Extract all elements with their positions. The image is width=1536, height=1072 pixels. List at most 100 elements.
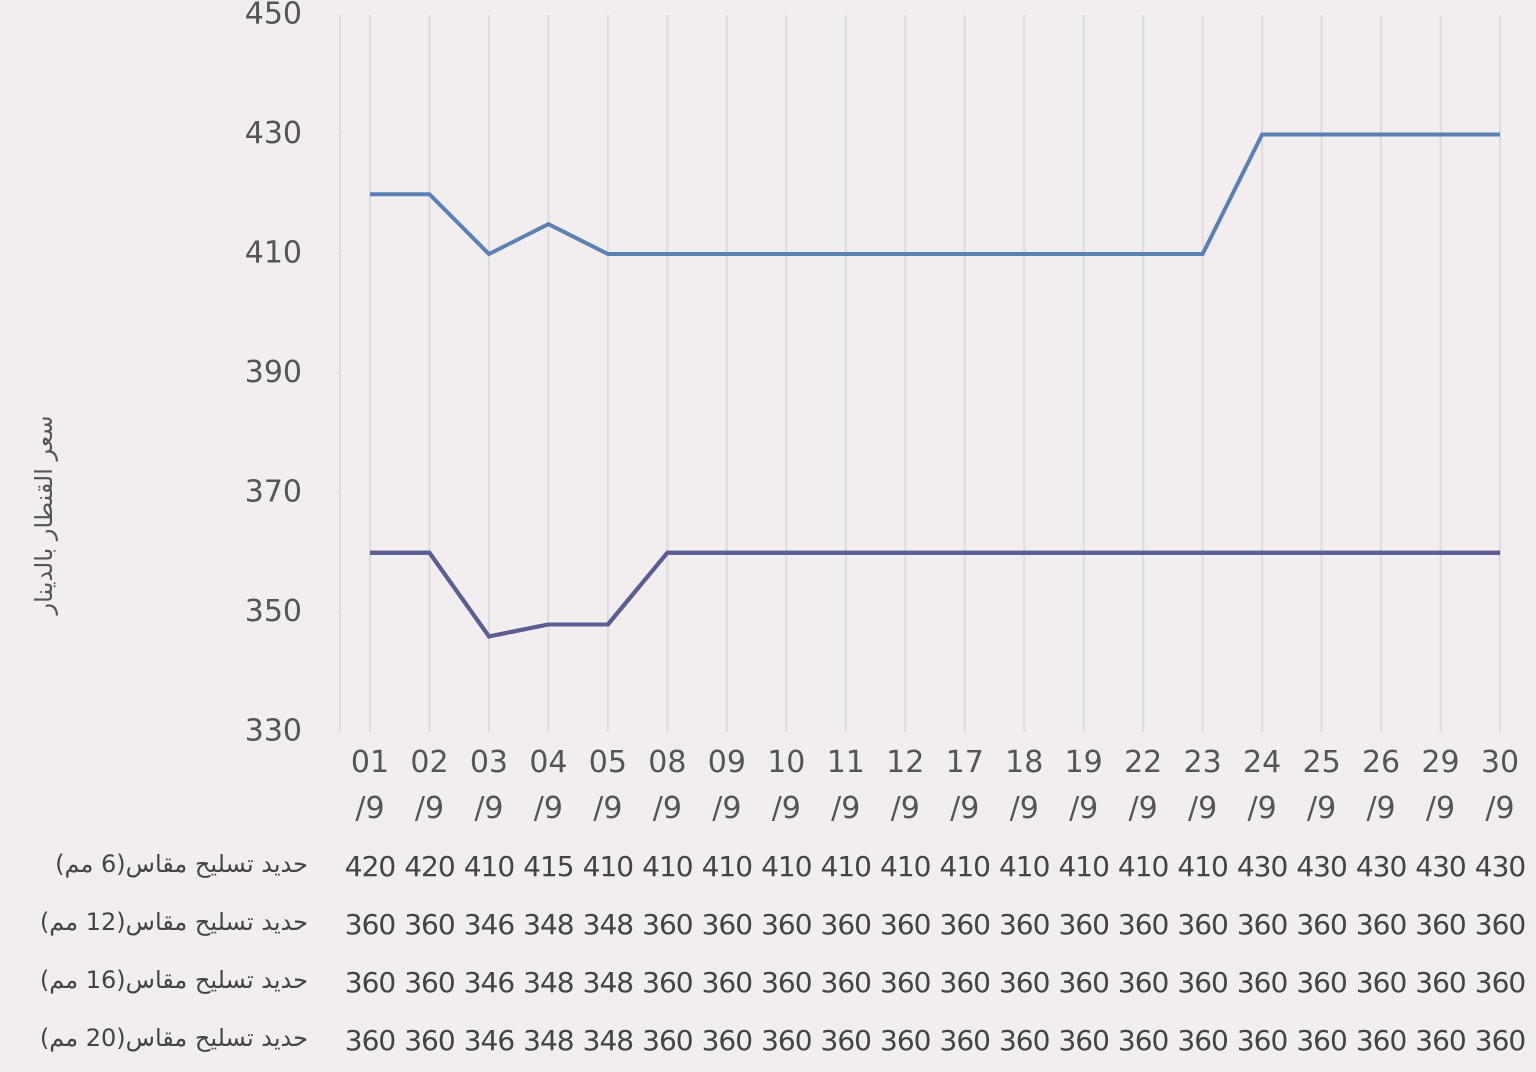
x-tick-label: 26 /9 [1361,745,1401,826]
table-value: 410 [1177,850,1228,883]
series-line [370,132,1500,257]
table-value: 430 [1296,850,1347,883]
table-value: 360 [1117,1024,1169,1057]
x-tick-label: 30 /9 [1480,745,1520,826]
table-value: 360 [761,1024,812,1057]
x-tick-label: 02 /9 [410,745,449,826]
table-value: 360 [1355,908,1407,941]
table-value: 360 [1058,966,1109,999]
table-value: 410 [1058,850,1109,883]
table-value: 360 [880,1024,931,1057]
x-tick-label: 18 /9 [1005,745,1044,826]
table-value: 360 [701,908,753,941]
table-value: 348 [582,908,634,941]
x-tick-label: 01 /9 [350,745,390,826]
table-value: 410 [939,850,991,883]
table-value: 410 [761,850,812,883]
series-line [370,550,1500,639]
x-tick-label: 11 /9 [826,745,865,826]
table-value: 360 [998,908,1050,941]
table-value: 346 [463,908,515,941]
table-value: 360 [344,966,396,999]
table-value: 360 [404,1024,455,1057]
table-value: 360 [701,966,753,999]
table-value: 360 [820,908,872,941]
x-tick-label: 10 /9 [767,745,806,826]
table-value: 348 [523,1024,574,1057]
table-value: 420 [344,850,396,883]
x-tick-label: 22 /9 [1124,745,1163,826]
table-value: 346 [463,1024,515,1057]
table-value: 360 [404,908,455,941]
table-value: 430 [1236,850,1288,883]
y-tick-label: 390 [245,355,302,390]
table-value: 360 [939,908,991,941]
x-tick-label: 12 /9 [886,745,925,826]
table-value: 410 [998,850,1050,883]
x-tick-label: 24 /9 [1243,745,1282,826]
x-tick-label: 17 /9 [945,745,984,826]
table-value: 410 [1117,850,1169,883]
table-value: 360 [1415,966,1466,999]
y-tick-label: 430 [245,116,302,151]
table-value: 410 [820,850,872,883]
table-value: 360 [1236,966,1288,999]
table-series-name: حديد تسليح مقاس(12 مم) [39,908,308,936]
table-value: 430 [1474,850,1526,883]
table-value: 360 [1296,908,1347,941]
table-series-name: حديد تسليح مقاس(6 مم) [55,850,308,878]
table-value: 360 [1058,1024,1109,1057]
table-value: 360 [1177,908,1228,941]
table-value: 360 [642,1024,693,1057]
table-value: 360 [1474,966,1526,999]
table-value: 348 [523,908,574,941]
table-value: 348 [582,966,634,999]
table-value: 360 [642,966,693,999]
table-value: 410 [582,850,634,883]
table-value: 360 [1117,966,1169,999]
x-tick-label: 29 /9 [1421,745,1460,826]
table-value: 360 [1474,908,1526,941]
table-value: 430 [1355,850,1407,883]
table-value: 360 [939,966,991,999]
table-value: 360 [820,966,872,999]
y-tick-label: 330 [245,714,302,749]
table-value: 360 [1296,1024,1347,1057]
table-value: 410 [463,850,515,883]
table-value: 360 [404,966,455,999]
table-value: 360 [1117,908,1169,941]
table-value: 415 [523,850,574,883]
table-series-name: حديد تسليح مقاس(16 مم) [39,966,308,994]
table-value: 360 [1355,966,1407,999]
table-value: 360 [880,908,931,941]
table-value: 360 [761,966,812,999]
table-value: 360 [939,1024,991,1057]
table-value: 430 [1415,850,1466,883]
table-value: 360 [1236,1024,1288,1057]
table-value: 360 [998,1024,1050,1057]
table-value: 360 [701,1024,753,1057]
x-tick-label: 03 /9 [469,745,509,826]
table-value: 360 [344,908,396,941]
table-value: 360 [1236,908,1288,941]
table-value: 360 [761,908,812,941]
table-value: 420 [404,850,455,883]
table-value: 360 [1296,966,1347,999]
table-value: 348 [523,966,574,999]
table-value: 360 [1355,1024,1407,1057]
table-value: 360 [820,1024,872,1057]
table-value: 360 [880,966,931,999]
x-tick-label: 08 /9 [648,745,687,826]
x-tick-label: 04 /9 [529,745,568,826]
table-value: 360 [1415,908,1466,941]
table-series-name: حديد تسليح مقاس(20 مم) [39,1024,308,1052]
x-tick-label: 23 /9 [1183,745,1222,826]
x-tick-label: 25 /9 [1302,745,1341,826]
y-tick-label: 350 [245,594,302,629]
series-line [370,550,1500,639]
table-value: 360 [1415,1024,1466,1057]
table-value: 360 [1177,966,1228,999]
table-value: 410 [880,850,931,883]
